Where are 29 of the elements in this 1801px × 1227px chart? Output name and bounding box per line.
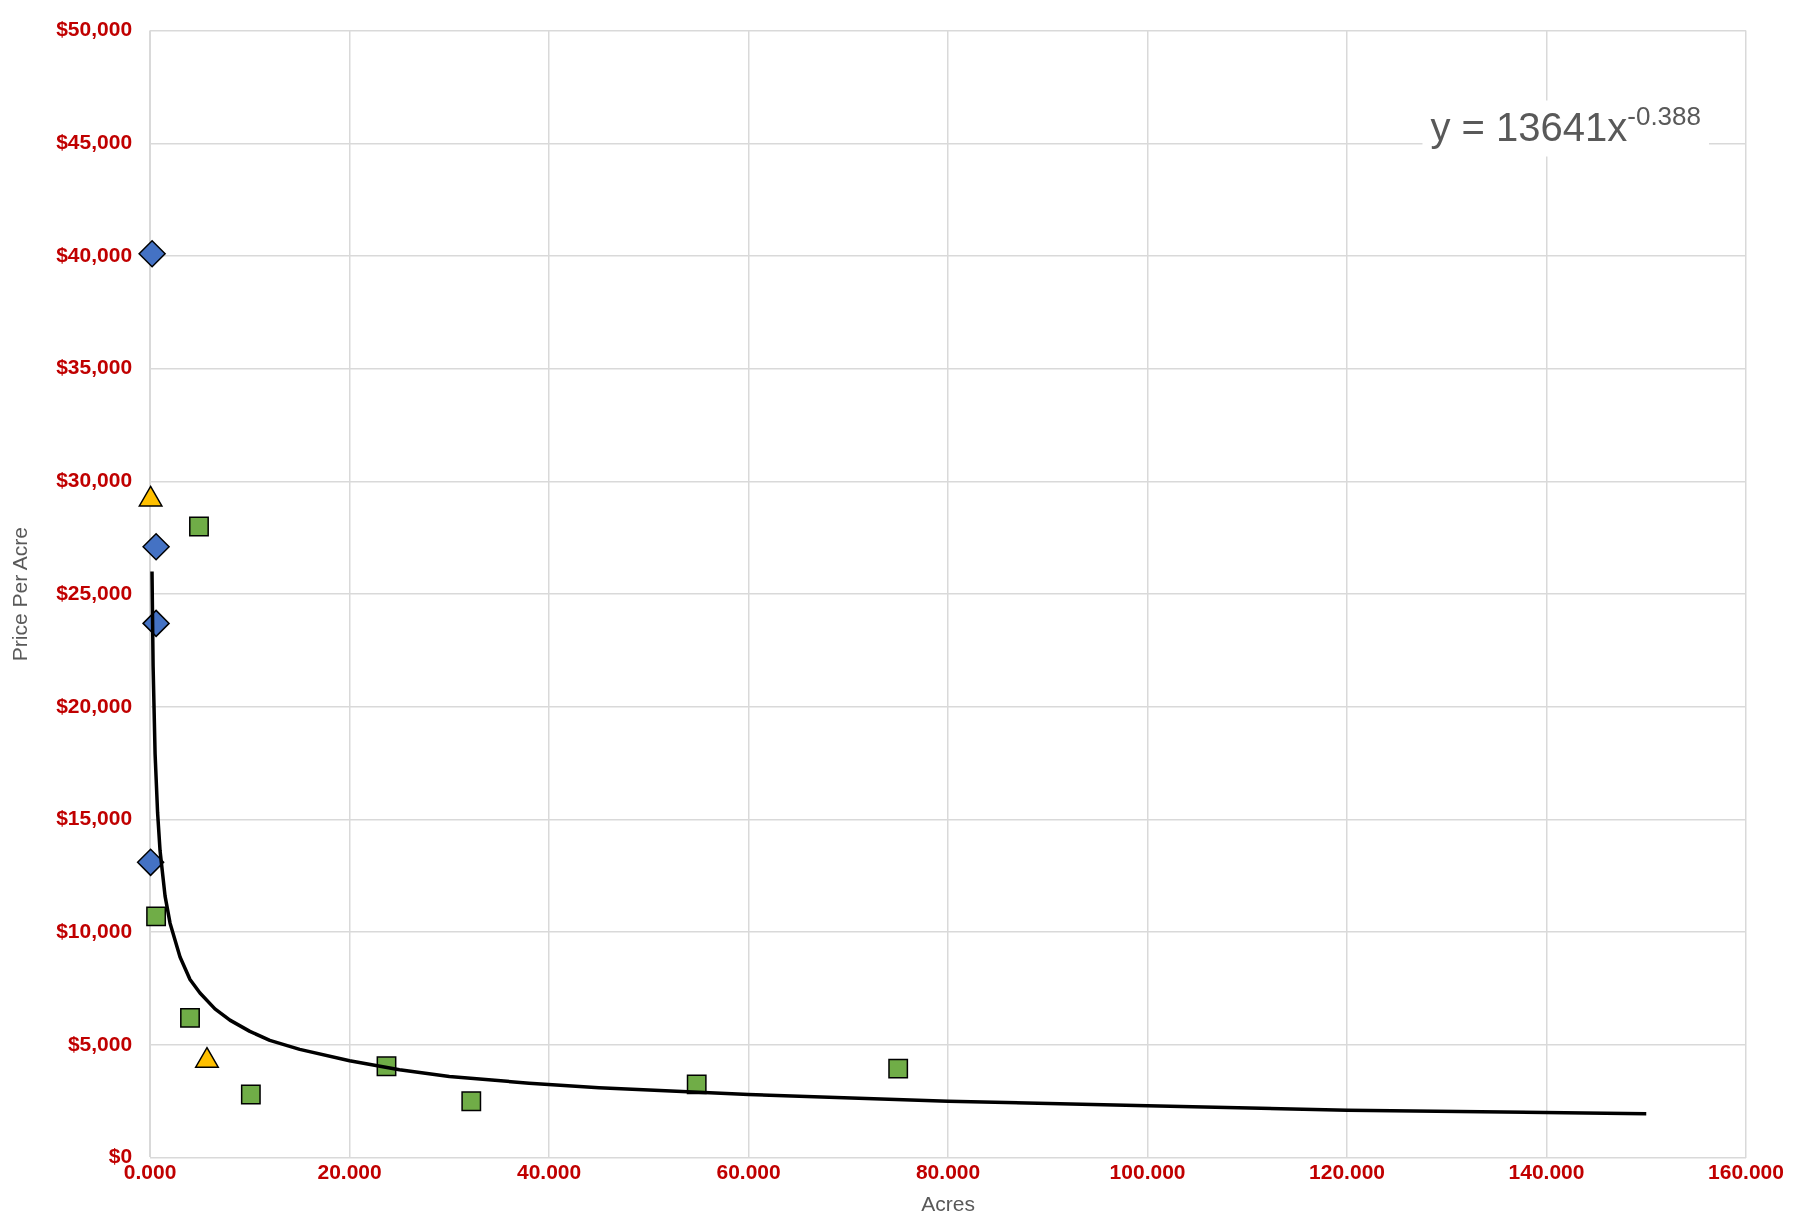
x-tick-label: 100.000 <box>1109 1160 1186 1183</box>
y-tick-label: $5,000 <box>67 1031 133 1055</box>
point <box>189 516 209 537</box>
x-tick-label: 20.000 <box>317 1160 382 1183</box>
point <box>142 533 170 561</box>
point <box>240 1084 261 1105</box>
y-axis-title: Price Per Acre <box>8 526 32 662</box>
x-axis-title: Acres <box>921 1192 975 1216</box>
y-tick-label: $20,000 <box>56 693 133 717</box>
x-tick-label: 60.000 <box>716 1160 781 1183</box>
y-tick-label: $25,000 <box>56 580 133 604</box>
y-tick-label: $40,000 <box>56 242 133 266</box>
y-tick-label: $15,000 <box>56 806 133 830</box>
x-tick-label: 160.000 <box>1708 1160 1784 1183</box>
y-tick-label: $10,000 <box>56 919 133 942</box>
point <box>138 240 166 268</box>
point <box>136 848 165 877</box>
point <box>180 1007 200 1028</box>
x-tick-label: 140.000 <box>1508 1160 1585 1183</box>
x-tick-label: 80.000 <box>915 1160 981 1183</box>
y-tick-label: $45,000 <box>56 130 133 154</box>
x-tick-label: 120.000 <box>1309 1160 1385 1183</box>
point <box>461 1091 482 1112</box>
y-tick-label: $50,000 <box>56 17 133 41</box>
x-tick-label: 40.000 <box>516 1160 582 1183</box>
point <box>888 1058 909 1079</box>
y-tick-label: $30,000 <box>56 468 133 492</box>
y-tick-label: $35,000 <box>56 355 133 379</box>
point <box>146 906 167 927</box>
